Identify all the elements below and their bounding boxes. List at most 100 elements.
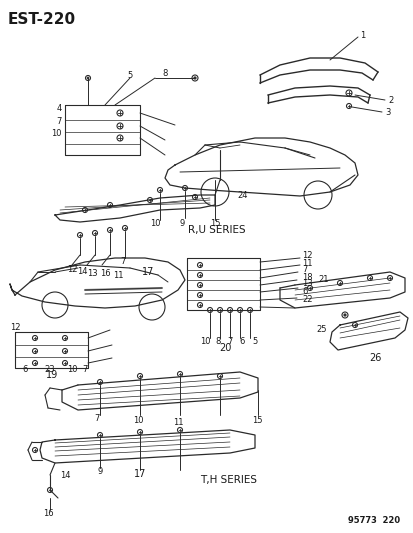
Text: 10: 10 — [133, 416, 143, 425]
Circle shape — [197, 293, 202, 297]
Text: 8: 8 — [162, 69, 167, 77]
Circle shape — [193, 77, 196, 79]
Text: 25: 25 — [316, 326, 326, 335]
Text: 10: 10 — [199, 337, 210, 346]
Text: 95773  220: 95773 220 — [347, 516, 399, 525]
Text: 21: 21 — [317, 276, 328, 285]
Text: 15: 15 — [251, 416, 261, 425]
Text: 26: 26 — [368, 353, 380, 363]
Circle shape — [197, 282, 202, 287]
Text: 11: 11 — [112, 271, 123, 279]
Circle shape — [33, 360, 38, 366]
Text: 2: 2 — [387, 95, 392, 104]
Text: 9: 9 — [97, 467, 102, 477]
Text: 19: 19 — [46, 370, 58, 380]
Text: 6: 6 — [301, 287, 306, 295]
Circle shape — [107, 203, 112, 207]
Circle shape — [197, 262, 202, 268]
Circle shape — [341, 312, 347, 318]
Text: 6: 6 — [239, 337, 244, 346]
Circle shape — [346, 103, 351, 109]
Circle shape — [197, 272, 202, 278]
Circle shape — [147, 198, 152, 203]
Text: 5: 5 — [252, 337, 257, 346]
Text: 17: 17 — [133, 469, 146, 479]
Circle shape — [117, 123, 123, 129]
Circle shape — [197, 303, 202, 308]
Text: 9: 9 — [179, 220, 184, 229]
Circle shape — [117, 110, 123, 116]
Text: 8: 8 — [215, 337, 220, 346]
Text: 7: 7 — [227, 337, 232, 346]
Text: 16: 16 — [43, 510, 53, 519]
Circle shape — [122, 225, 127, 230]
Circle shape — [217, 374, 222, 378]
Text: T,H SERIES: T,H SERIES — [199, 475, 256, 485]
Circle shape — [62, 335, 67, 341]
Circle shape — [157, 188, 162, 192]
Circle shape — [227, 308, 232, 312]
Text: 10: 10 — [150, 220, 160, 229]
Text: 14: 14 — [59, 472, 70, 481]
Text: 18: 18 — [301, 272, 312, 281]
Circle shape — [107, 228, 112, 232]
Text: 17: 17 — [142, 267, 154, 277]
Text: R,U SERIES: R,U SERIES — [188, 225, 245, 235]
Circle shape — [345, 90, 351, 96]
Circle shape — [207, 308, 212, 312]
Text: EST-220: EST-220 — [8, 12, 76, 27]
Circle shape — [192, 75, 197, 81]
Text: 6: 6 — [22, 366, 28, 375]
Text: 10: 10 — [66, 366, 77, 375]
Text: 24: 24 — [236, 190, 247, 199]
Text: 10: 10 — [51, 128, 62, 138]
Text: 11: 11 — [301, 259, 312, 268]
Circle shape — [47, 488, 52, 492]
Circle shape — [82, 207, 87, 213]
Text: 7: 7 — [83, 366, 88, 375]
Text: 12: 12 — [301, 252, 312, 261]
Circle shape — [137, 430, 142, 434]
Circle shape — [192, 195, 197, 199]
Circle shape — [182, 185, 187, 190]
Circle shape — [62, 349, 67, 353]
Text: 7: 7 — [301, 265, 306, 274]
Text: 22: 22 — [301, 295, 312, 303]
Circle shape — [343, 314, 345, 316]
Circle shape — [177, 372, 182, 376]
Text: 23: 23 — [45, 366, 55, 375]
Text: 13: 13 — [86, 269, 97, 278]
Circle shape — [77, 232, 82, 238]
Circle shape — [33, 349, 38, 353]
Circle shape — [33, 448, 38, 453]
Circle shape — [97, 432, 102, 438]
Text: 7: 7 — [94, 415, 100, 424]
Circle shape — [177, 427, 182, 432]
Text: 7: 7 — [57, 117, 62, 125]
Text: 1: 1 — [359, 30, 364, 39]
Circle shape — [33, 335, 38, 341]
Circle shape — [307, 286, 312, 290]
Text: 15: 15 — [209, 220, 220, 229]
Circle shape — [117, 135, 123, 141]
Circle shape — [97, 379, 102, 384]
Circle shape — [247, 308, 252, 312]
Text: 20: 20 — [218, 343, 230, 353]
Circle shape — [92, 230, 97, 236]
Text: 16: 16 — [100, 269, 110, 278]
Circle shape — [351, 322, 357, 327]
Text: 4: 4 — [57, 103, 62, 112]
Circle shape — [87, 77, 89, 79]
Text: 3: 3 — [384, 108, 389, 117]
Text: 13: 13 — [301, 279, 312, 288]
Text: 11: 11 — [172, 418, 183, 427]
Circle shape — [387, 276, 392, 280]
Circle shape — [367, 276, 372, 280]
Text: 14: 14 — [76, 266, 87, 276]
Circle shape — [137, 374, 142, 378]
Text: 12: 12 — [10, 324, 21, 333]
Text: 12: 12 — [66, 264, 77, 273]
Circle shape — [217, 308, 222, 312]
Circle shape — [85, 76, 90, 80]
Text: 5: 5 — [127, 70, 132, 79]
